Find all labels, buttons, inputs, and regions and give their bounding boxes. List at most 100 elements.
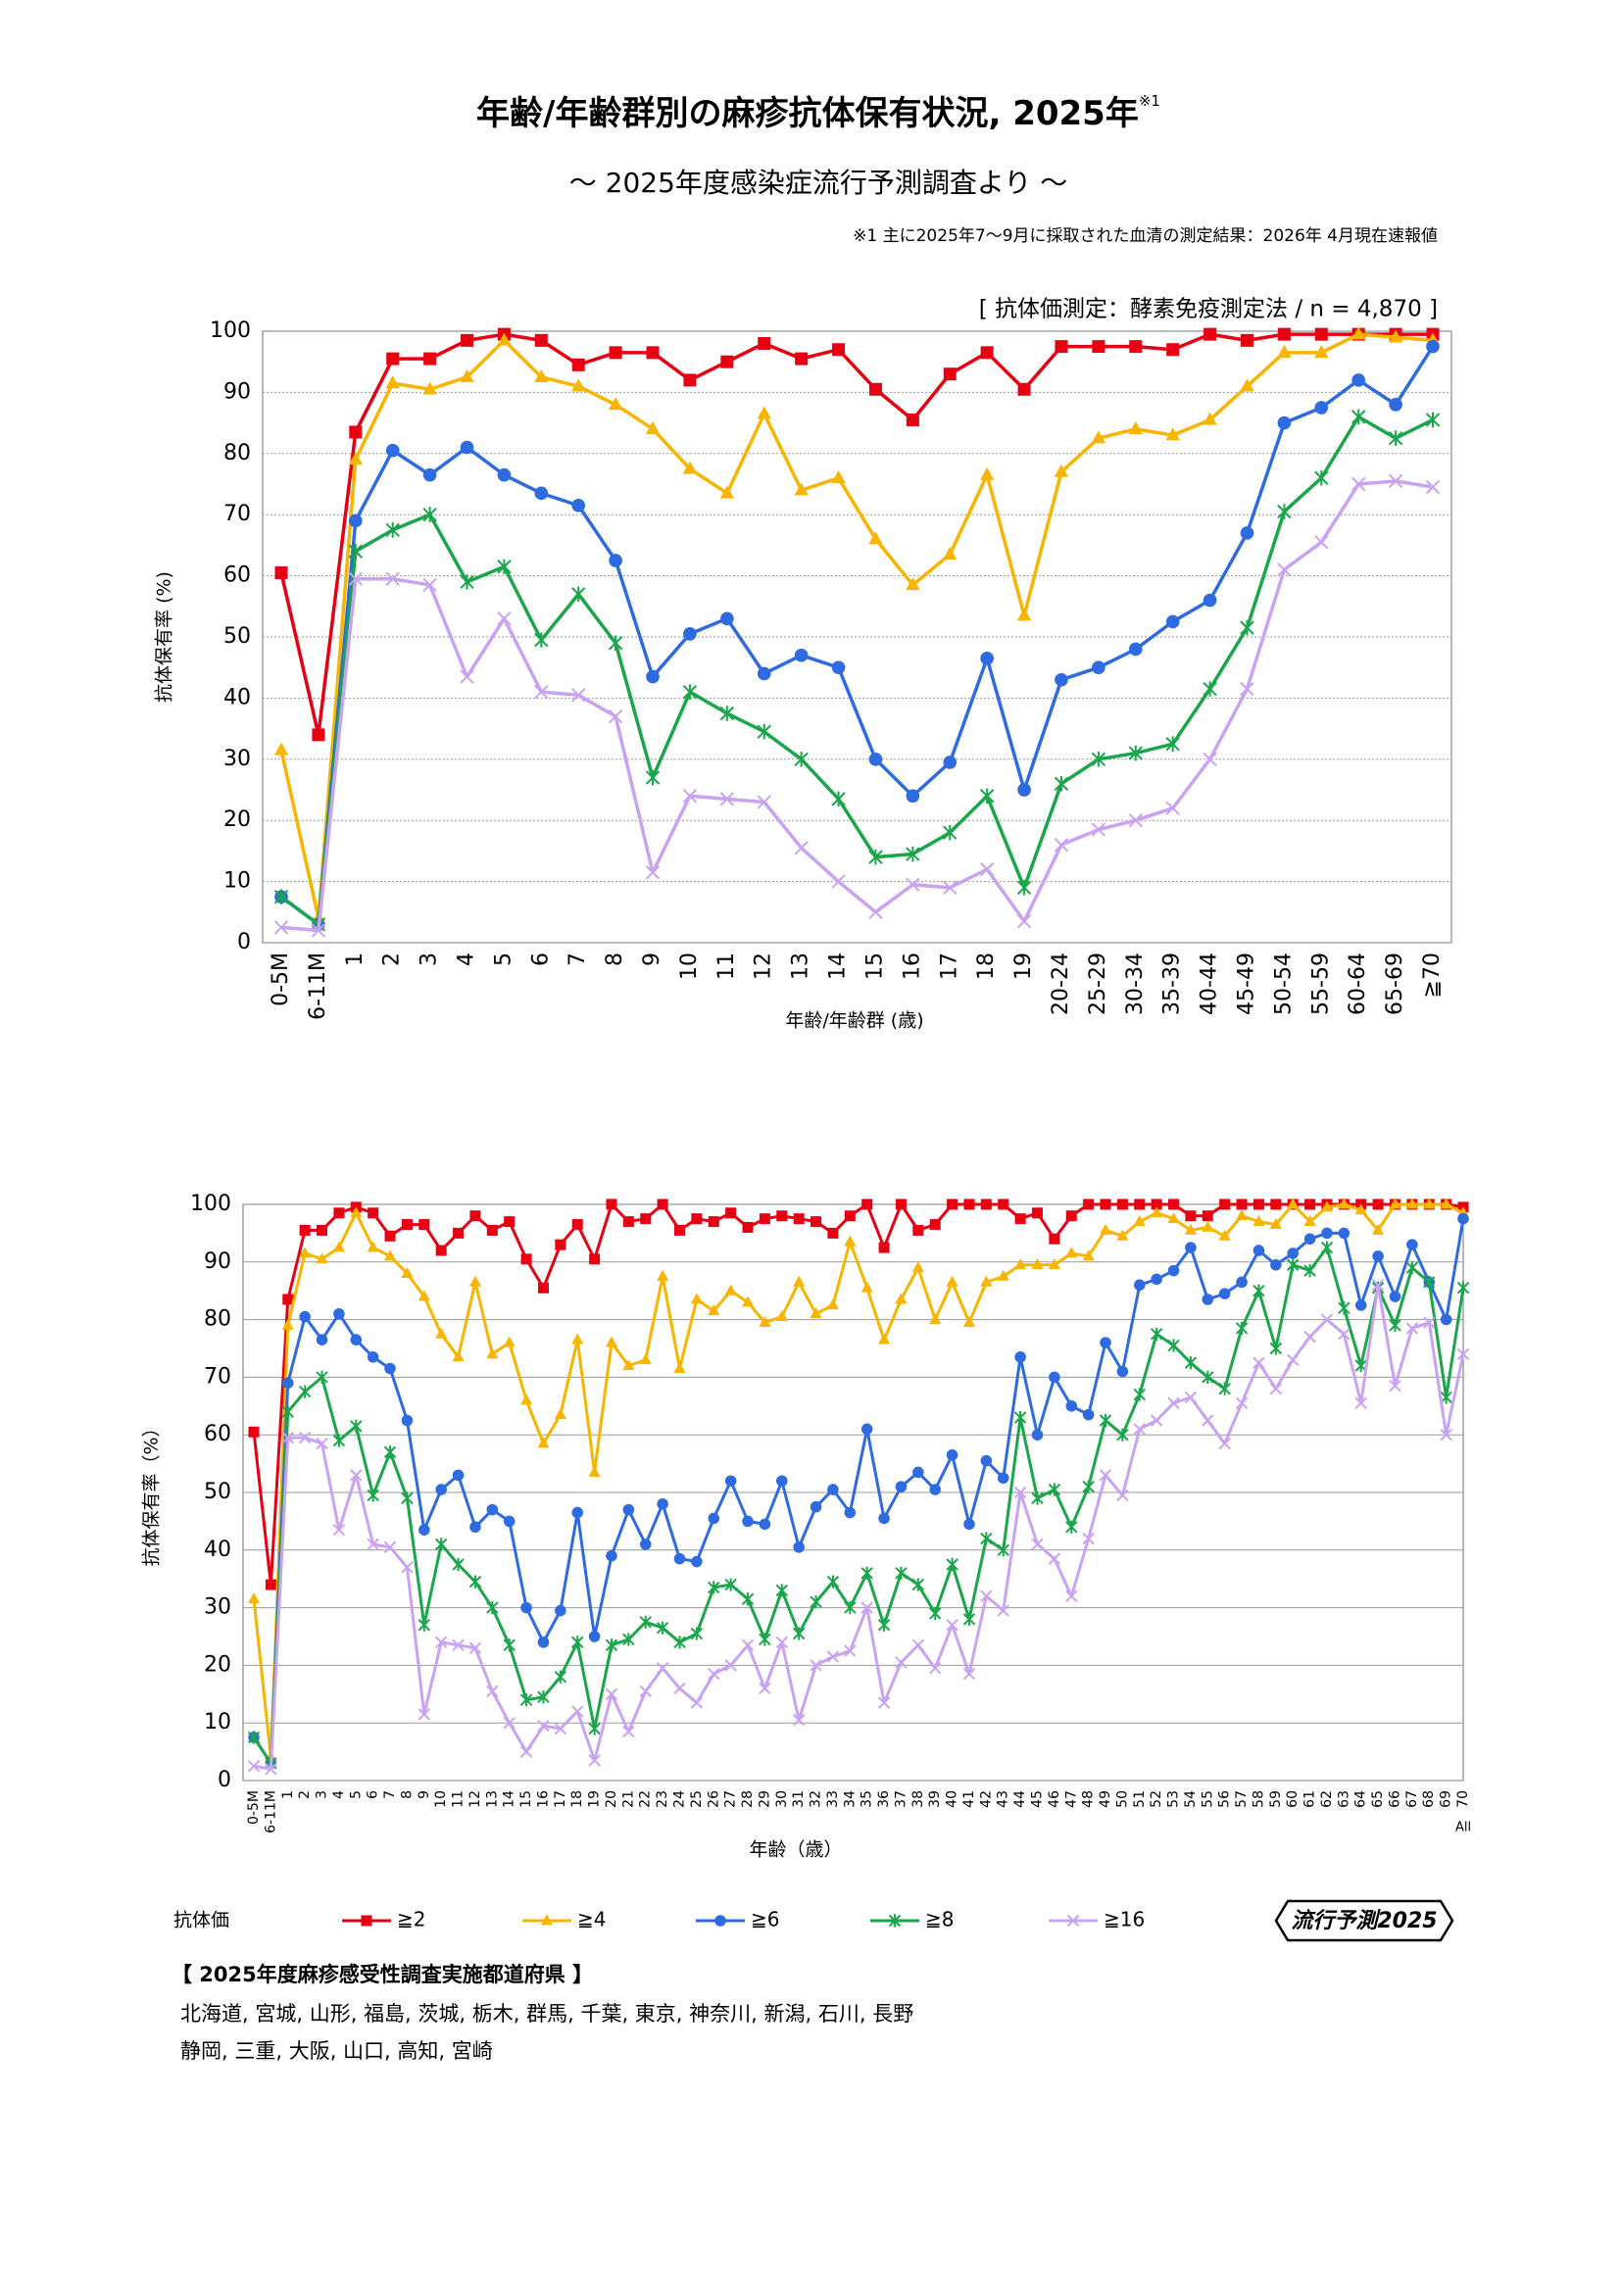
data-point: [844, 1601, 857, 1615]
prefectures-line: 静岡, 三重, 大阪, 山口, 高知, 宮崎: [180, 2039, 493, 2063]
data-point: [316, 1437, 328, 1450]
annotation: [ 抗体価測定：酵素免疫測定法 / n = 4,870 ]: [979, 297, 1438, 322]
data-point: [963, 1198, 975, 1210]
x-note: All: [1455, 1821, 1471, 1835]
x-tick-label: 6-11M: [306, 953, 330, 1020]
data-point: [1166, 343, 1180, 357]
data-point: [299, 1246, 312, 1258]
data-point: [682, 461, 698, 474]
data-point: [831, 660, 846, 675]
data-point: [1031, 1491, 1044, 1505]
data-point: [460, 440, 474, 455]
data-point: [895, 1481, 908, 1492]
x-tick-label: 16: [535, 1790, 551, 1808]
data-point: [1116, 1198, 1128, 1210]
data-point: [1440, 1313, 1452, 1326]
data-point: [534, 684, 549, 700]
data-point: [1116, 1365, 1129, 1378]
data-point: [639, 1539, 652, 1550]
plot-area: [262, 330, 1452, 944]
data-point: [646, 346, 660, 360]
data-point: [247, 1760, 261, 1773]
data-point: [434, 1636, 448, 1649]
data-point: [385, 571, 400, 586]
data-point: [1151, 1198, 1162, 1210]
data-point: [534, 369, 549, 382]
data-point: [435, 1245, 447, 1256]
data-point: [571, 358, 585, 371]
data-point: [725, 1207, 737, 1219]
data-point: [810, 1595, 822, 1609]
x-tick-label: 2: [297, 1790, 313, 1799]
data-point: [316, 1334, 328, 1345]
data-point: [588, 1631, 601, 1642]
legend-marker: [361, 1915, 372, 1927]
data-point: [349, 425, 363, 439]
data-point: [348, 452, 363, 465]
data-point: [1218, 1437, 1231, 1450]
data-point: [299, 1224, 311, 1236]
data-point: [469, 1210, 481, 1222]
data-point: [1320, 1200, 1334, 1212]
data-point: [486, 1503, 499, 1516]
x-tick-label: 28: [740, 1790, 756, 1808]
data-point: [281, 1431, 294, 1444]
data-point: [1168, 1198, 1180, 1210]
x-tick-label: 35-39: [1160, 953, 1185, 1015]
data-point: [1016, 608, 1032, 621]
data-point: [435, 1484, 447, 1495]
data-point: [609, 346, 622, 360]
data-point: [1167, 1396, 1180, 1410]
series-line: [279, 332, 1434, 920]
x-tick-label: 2: [380, 953, 405, 966]
data-point: [281, 1377, 294, 1390]
data-point: [468, 1275, 481, 1287]
data-point: [1338, 1328, 1351, 1341]
x-tick-label: 55-59: [1308, 953, 1333, 1015]
data-point: [1235, 1396, 1249, 1410]
data-point: [1286, 1258, 1300, 1272]
data-point: [1165, 427, 1180, 441]
data-point: [759, 1633, 771, 1646]
data-point: [1303, 1331, 1316, 1343]
data-point: [401, 1491, 414, 1505]
data-point: [1116, 1229, 1129, 1241]
data-point: [1372, 1223, 1385, 1235]
series-line: [279, 415, 1434, 927]
data-point: [1389, 1197, 1401, 1209]
data-point: [1354, 1203, 1367, 1215]
data-point: [998, 1198, 1009, 1210]
data-point: [1167, 1339, 1180, 1352]
data-point: [757, 795, 771, 809]
x-tick-label: 19: [587, 1790, 603, 1808]
data-point: [1253, 1284, 1265, 1297]
data-point: [724, 1475, 737, 1488]
legend-label: ≧8: [925, 1908, 954, 1931]
x-tick-label: 69: [1439, 1790, 1454, 1808]
data-point: [860, 1601, 873, 1614]
data-point: [1167, 1264, 1180, 1277]
x-axis-label: 年齢（歳）: [749, 1839, 842, 1861]
data-point: [742, 1222, 754, 1234]
data-point: [1236, 1276, 1248, 1289]
data-point: [608, 708, 623, 724]
x-tick-label: 13: [789, 953, 813, 980]
data-point: [962, 1668, 976, 1681]
data-point: [1338, 1301, 1351, 1315]
x-axis-label: 年齢/年齢群 (歳): [785, 1010, 923, 1032]
data-point: [719, 485, 734, 499]
x-tick-label: 5: [491, 953, 516, 966]
x-tick-label: 54: [1183, 1790, 1199, 1808]
data-point: [418, 1708, 431, 1721]
data-point: [1253, 1198, 1264, 1210]
data-point: [422, 507, 437, 522]
data-point: [282, 1294, 294, 1305]
data-point: [571, 378, 586, 392]
data-point: [1167, 1212, 1180, 1224]
data-point: [504, 1216, 516, 1228]
data-point: [997, 1604, 1009, 1617]
data-point: [724, 1578, 737, 1591]
data-point: [844, 1644, 857, 1657]
data-point: [1065, 1400, 1078, 1412]
x-tick-label: 15: [862, 953, 887, 980]
